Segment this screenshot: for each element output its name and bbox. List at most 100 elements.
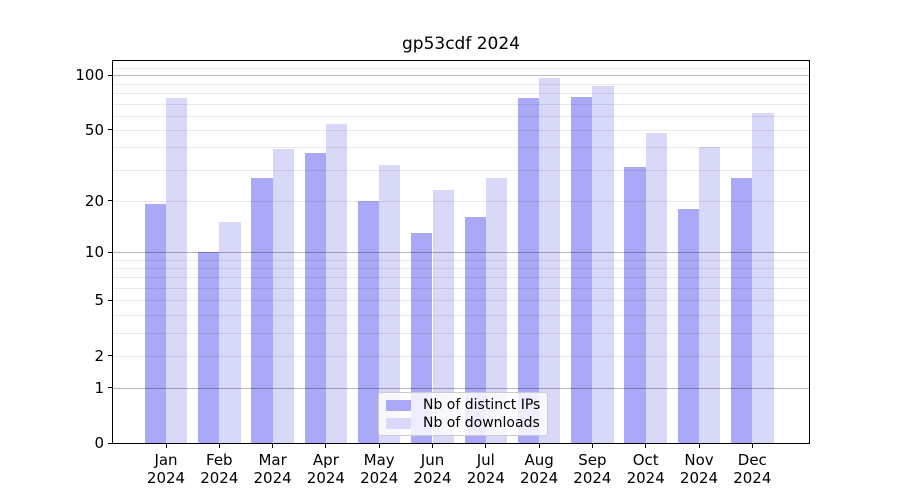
- y-tick-0: [108, 442, 112, 444]
- gridline-minor-5: [113, 300, 809, 302]
- gridline-minor-4: [113, 314, 809, 316]
- gridline-minor-40: [113, 147, 809, 149]
- x-tick-label-may: May 2024: [347, 451, 411, 487]
- x-tick-year-dec: 2024: [733, 469, 772, 487]
- x-tick-month-feb: Feb: [206, 451, 233, 469]
- x-tick-label-dec: Dec 2024: [720, 451, 784, 487]
- gridline-minor-7: [113, 277, 809, 279]
- x-tick-label-feb: Feb 2024: [187, 451, 251, 487]
- x-tick-year-sep: 2024: [573, 469, 612, 487]
- gridline-minor-90: [113, 83, 809, 85]
- x-tick-year-feb: 2024: [200, 469, 239, 487]
- bar-jul-distinct-ips: [464, 217, 486, 443]
- x-tick-label-jun: Jun 2024: [401, 451, 465, 487]
- plot-area: [112, 60, 810, 444]
- x-tick-month-sep: Sep: [578, 451, 607, 469]
- gridline-minor-80: [113, 93, 809, 94]
- y-tick-100: [108, 74, 112, 76]
- x-tick-label-sep: Sep 2024: [560, 451, 624, 487]
- bar-feb-distinct-ips: [198, 252, 220, 443]
- bar-oct-downloads: [645, 133, 667, 443]
- y-tick-label-1: 1: [94, 378, 104, 397]
- x-tick-month-mar: Mar: [258, 451, 287, 469]
- gridline-major-10: [113, 252, 809, 253]
- gridline-minor-110: [113, 67, 809, 69]
- y-tick-10: [108, 251, 112, 253]
- gridline-minor-3: [113, 332, 809, 334]
- bar-dec-distinct-ips: [731, 177, 753, 443]
- gridline-major-1: [113, 387, 809, 389]
- bar-oct-distinct-ips: [624, 166, 646, 443]
- x-tick-label-jan: Jan 2024: [134, 451, 198, 487]
- bar-apr-distinct-ips: [304, 153, 326, 443]
- gridline-minor-20: [113, 200, 809, 202]
- y-tick-5: [108, 299, 112, 301]
- x-tick-year-jan: 2024: [146, 469, 186, 487]
- y-tick-label-50: 50: [84, 120, 104, 139]
- y-tick-label-2: 2: [94, 346, 104, 365]
- y-tick-label-5: 5: [94, 291, 104, 310]
- bar-jun-downloads: [432, 189, 454, 443]
- x-tick-jun: [432, 444, 433, 448]
- x-tick-month-apr: Apr: [312, 451, 339, 469]
- x-tick-may: [378, 444, 380, 448]
- x-tick-mar: [272, 444, 274, 448]
- y-tick-50: [108, 129, 112, 131]
- x-tick-year-mar: 2024: [253, 469, 292, 487]
- y-tick-2: [108, 355, 112, 356]
- x-tick-year-apr: 2024: [306, 469, 345, 487]
- y-tick-label-100: 100: [75, 66, 104, 85]
- x-tick-year-aug: 2024: [520, 469, 559, 487]
- gridline-minor-9: [113, 259, 809, 261]
- y-tick-label-10: 10: [84, 243, 104, 261]
- legend-item-downloads: Nb of downloads: [386, 415, 540, 431]
- gridline-minor-60: [113, 115, 809, 117]
- legend-label-distinct-ips: Nb of distinct IPs: [423, 397, 541, 413]
- bar-may-distinct-ips: [357, 200, 380, 443]
- x-tick-label-apr: Apr 2024: [294, 451, 358, 487]
- x-tick-month-oct: Oct: [632, 451, 659, 469]
- x-tick-dec: [751, 444, 753, 448]
- gridline-minor-2: [113, 355, 809, 357]
- gridline-minor-6: [113, 288, 809, 289]
- bar-sep-distinct-ips: [571, 97, 593, 443]
- bar-dec-downloads: [752, 113, 774, 443]
- x-tick-month-aug: Aug: [524, 451, 554, 469]
- bar-nov-distinct-ips: [677, 208, 699, 443]
- y-tick-label-20: 20: [84, 191, 104, 210]
- gridline-minor-8: [113, 268, 809, 269]
- x-tick-label-mar: Mar 2024: [241, 451, 305, 487]
- legend: Nb of distinct IPs Nb of downloads: [378, 392, 548, 436]
- bar-aug-downloads: [539, 77, 561, 443]
- gridline-minor-50: [113, 129, 809, 131]
- gridline-minor-30: [113, 169, 809, 171]
- x-tick-month-jul: Jul: [476, 451, 495, 469]
- chart-title: gp53cdf 2024: [401, 34, 520, 54]
- x-tick-month-nov: Nov: [684, 451, 714, 469]
- gridline-minor-70: [113, 103, 809, 105]
- x-tick-year-may: 2024: [360, 469, 399, 487]
- bar-apr-downloads: [325, 123, 348, 443]
- x-tick-month-jun: Jun: [420, 451, 445, 469]
- x-tick-month-may: May: [363, 451, 395, 469]
- bar-feb-downloads: [219, 222, 241, 443]
- x-tick-year-jul: 2024: [466, 469, 505, 487]
- y-tick-label-0: 0: [94, 434, 104, 452]
- bar-jan-downloads: [166, 98, 188, 443]
- x-tick-label-aug: Aug 2024: [507, 451, 571, 487]
- x-tick-month-dec: Dec: [737, 451, 767, 469]
- x-tick-label-jul: Jul 2024: [454, 451, 518, 487]
- x-tick-month-jan: Jan: [154, 451, 178, 469]
- x-tick-apr: [325, 444, 327, 448]
- x-tick-jan: [165, 444, 167, 448]
- bar-mar-downloads: [272, 149, 294, 443]
- y-tick-1: [108, 387, 112, 389]
- y-tick-20: [108, 200, 112, 201]
- x-tick-label-nov: Nov 2024: [667, 451, 731, 487]
- bar-sep-downloads: [592, 86, 614, 443]
- x-tick-jul: [485, 444, 487, 448]
- bar-jul-downloads: [485, 177, 508, 443]
- bar-may-downloads: [379, 164, 401, 443]
- bar-aug-distinct-ips: [517, 98, 540, 443]
